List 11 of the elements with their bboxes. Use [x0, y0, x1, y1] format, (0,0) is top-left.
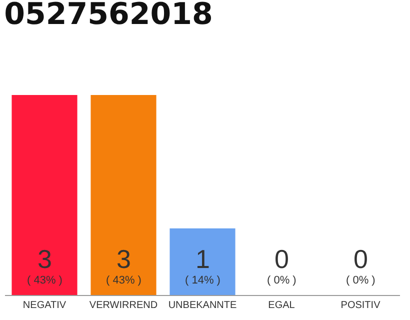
- data-label: 0 ( 0% ): [267, 244, 296, 287]
- x-tick-label: NEGATIV: [22, 300, 66, 311]
- data-label: 3 ( 43% ): [27, 244, 62, 287]
- data-label: 1 ( 14% ): [185, 244, 220, 287]
- data-label: 3 ( 43% ): [106, 244, 142, 287]
- data-label: 0 ( 0% ): [346, 244, 376, 287]
- x-tick-label: UNBEKANNTE: [168, 300, 237, 311]
- chart-title: 0527562018: [4, 0, 213, 32]
- x-tick-label: POSITIV: [340, 300, 381, 311]
- x-tick-label: EGAL: [268, 300, 296, 311]
- x-tick-label: VERWIRREND: [89, 300, 158, 311]
